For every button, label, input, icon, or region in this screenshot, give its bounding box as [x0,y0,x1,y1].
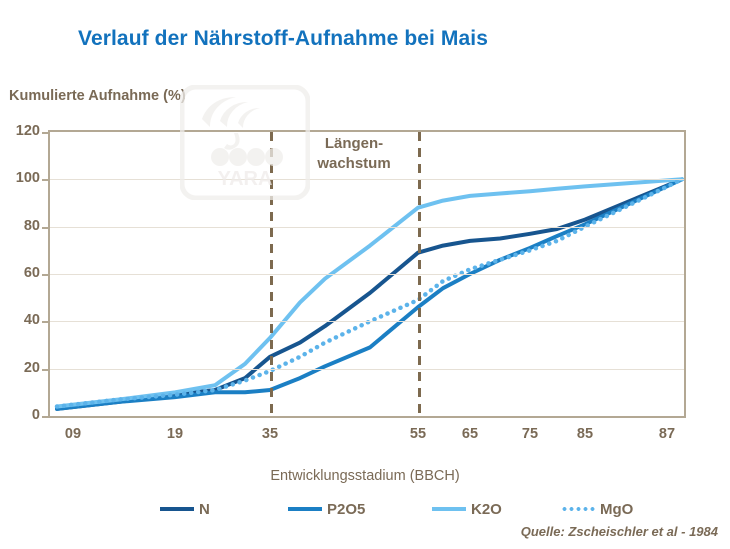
x-tick-label-55: 55 [409,426,427,442]
y-tick-label-80: 80 [23,217,40,234]
y-tick-label-100: 100 [15,170,40,187]
phase-annotation-line2: wachstum [317,155,391,172]
y-tick-mark-60 [42,274,49,276]
y-tick-label-60: 60 [23,265,40,281]
y-tick-label-0: 0 [31,407,40,423]
chart-legend: N P2O5 K2O MgO [0,498,730,520]
x-tick-label-65: 65 [461,426,479,442]
y-tick-mark-20 [42,368,49,371]
x-tick-label-09: 09 [64,426,82,442]
legend-item-K2O[interactable]: K2O [432,498,502,520]
phase-marker-end-laengenwachstum [418,132,421,416]
y-tick-mark-100 [42,179,49,182]
series-line-P2O5 [55,177,684,411]
x-tick-label-19: 19 [166,426,184,442]
chart-title: Verlauf der Nährstoff-Aufnahme bei Mais [78,27,488,50]
x-tick-label-87: 87 [658,426,676,442]
source-note: Quelle: Zscheischler et al - 1984 [520,524,718,539]
legend-label-P2O5: P2O5 [327,500,366,518]
y-tick-mark-80 [42,226,49,229]
legend-item-MgO[interactable]: MgO [561,498,633,520]
series-line-N [55,177,684,411]
legend-label-MgO: MgO [600,500,634,518]
legend-item-P2O5[interactable]: P2O5 [288,498,365,520]
y-axis-title: Kumulierte Aufnahme (%) [9,88,186,104]
legend-item-N[interactable]: N [160,498,210,520]
y-tick-mark-40 [42,321,49,324]
legend-swatch-K2O [432,507,466,511]
legend-label-N: N [199,500,210,518]
phase-annotation: Längen- wachstum [291,134,417,174]
x-tick-label-85: 85 [576,426,594,442]
gridline-100 [50,179,684,181]
series-line-K2O [55,177,684,409]
legend-label-K2O: K2O [471,500,502,518]
legend-swatch-N [160,507,194,511]
legend-swatch-P2O5 [288,507,322,511]
plot-area [48,130,686,418]
phase-marker-start-laengenwachstum [270,132,273,416]
series-line-MgO [54,177,684,409]
gridline-20 [50,368,684,370]
y-tick-mark-0 [42,416,49,418]
gridline-60 [50,274,684,275]
gridline-80 [50,226,684,228]
y-tick-label-20: 20 [23,359,40,376]
x-axis-title: Entwicklungsstadium (BBCH) [270,468,460,484]
x-tick-label-35: 35 [261,426,279,442]
phase-annotation-line1: Längen- [324,135,384,152]
y-tick-label-40: 40 [23,312,40,329]
x-tick-label-75: 75 [521,426,539,442]
gridline-40 [50,321,684,323]
y-tick-label-120: 120 [15,123,40,139]
series-canvas [54,177,684,411]
legend-swatch-MgO [561,507,595,511]
y-tick-mark-120 [42,132,49,134]
